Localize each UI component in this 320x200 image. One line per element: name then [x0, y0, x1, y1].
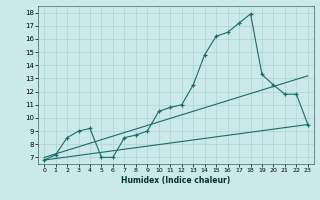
X-axis label: Humidex (Indice chaleur): Humidex (Indice chaleur) — [121, 176, 231, 185]
